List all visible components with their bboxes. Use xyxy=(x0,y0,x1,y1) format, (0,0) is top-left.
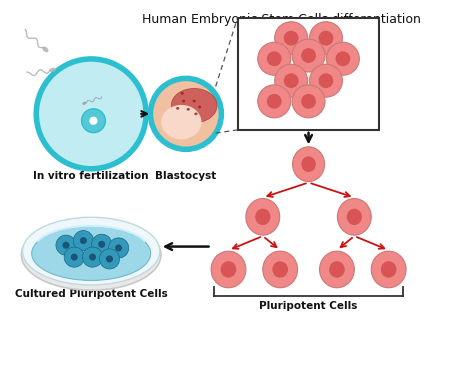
Ellipse shape xyxy=(258,42,291,75)
Ellipse shape xyxy=(220,261,237,278)
Ellipse shape xyxy=(109,238,129,258)
Text: Human Embryonic Stem Cells differentiation: Human Embryonic Stem Cells differentiati… xyxy=(142,13,420,26)
Ellipse shape xyxy=(36,59,146,169)
Ellipse shape xyxy=(327,42,359,75)
Ellipse shape xyxy=(292,39,325,72)
Ellipse shape xyxy=(98,241,105,248)
Ellipse shape xyxy=(292,147,325,181)
Ellipse shape xyxy=(181,92,184,95)
Text: Pluripotent Cells: Pluripotent Cells xyxy=(259,300,358,311)
Ellipse shape xyxy=(150,78,221,149)
Ellipse shape xyxy=(310,22,342,55)
Text: Cultured Pluripotent Cells: Cultured Pluripotent Cells xyxy=(15,289,167,299)
Ellipse shape xyxy=(194,112,198,115)
Ellipse shape xyxy=(267,94,282,109)
Ellipse shape xyxy=(284,73,299,88)
Ellipse shape xyxy=(23,217,160,285)
Ellipse shape xyxy=(258,85,291,118)
Ellipse shape xyxy=(346,208,362,225)
Ellipse shape xyxy=(275,22,308,55)
Bar xyxy=(237,18,380,130)
Ellipse shape xyxy=(319,251,355,288)
Text: In vitro fertilization: In vitro fertilization xyxy=(34,171,149,181)
Ellipse shape xyxy=(64,247,84,267)
Ellipse shape xyxy=(176,107,179,110)
Ellipse shape xyxy=(187,108,190,111)
Ellipse shape xyxy=(63,242,70,249)
Ellipse shape xyxy=(161,105,201,139)
Ellipse shape xyxy=(89,254,96,261)
Ellipse shape xyxy=(381,261,396,278)
Ellipse shape xyxy=(263,251,298,288)
Ellipse shape xyxy=(211,251,246,288)
Ellipse shape xyxy=(171,88,217,123)
Ellipse shape xyxy=(115,245,122,251)
Ellipse shape xyxy=(106,255,113,262)
Ellipse shape xyxy=(82,247,102,267)
Ellipse shape xyxy=(73,231,93,251)
Ellipse shape xyxy=(80,237,87,244)
Text: Blastocyst: Blastocyst xyxy=(155,171,217,181)
Ellipse shape xyxy=(89,116,98,125)
Ellipse shape xyxy=(82,102,87,105)
Ellipse shape xyxy=(337,199,371,235)
Ellipse shape xyxy=(284,31,299,46)
Ellipse shape xyxy=(319,73,333,88)
Ellipse shape xyxy=(91,234,112,254)
Ellipse shape xyxy=(42,47,48,52)
Ellipse shape xyxy=(301,48,316,63)
Ellipse shape xyxy=(56,235,76,255)
Ellipse shape xyxy=(319,31,333,46)
Ellipse shape xyxy=(336,51,350,66)
Ellipse shape xyxy=(371,251,406,288)
Ellipse shape xyxy=(275,64,308,97)
Ellipse shape xyxy=(32,226,151,280)
Ellipse shape xyxy=(301,156,316,172)
Ellipse shape xyxy=(246,199,280,235)
Ellipse shape xyxy=(310,64,342,97)
Ellipse shape xyxy=(49,68,56,72)
Ellipse shape xyxy=(292,85,325,118)
Ellipse shape xyxy=(21,219,161,290)
Ellipse shape xyxy=(198,105,201,108)
Ellipse shape xyxy=(329,261,345,278)
Ellipse shape xyxy=(267,51,282,66)
Ellipse shape xyxy=(273,261,288,278)
Ellipse shape xyxy=(82,109,105,132)
Ellipse shape xyxy=(71,254,78,261)
Ellipse shape xyxy=(100,249,119,269)
Ellipse shape xyxy=(255,208,270,225)
Ellipse shape xyxy=(192,100,196,103)
Ellipse shape xyxy=(301,94,316,109)
Ellipse shape xyxy=(182,100,185,103)
